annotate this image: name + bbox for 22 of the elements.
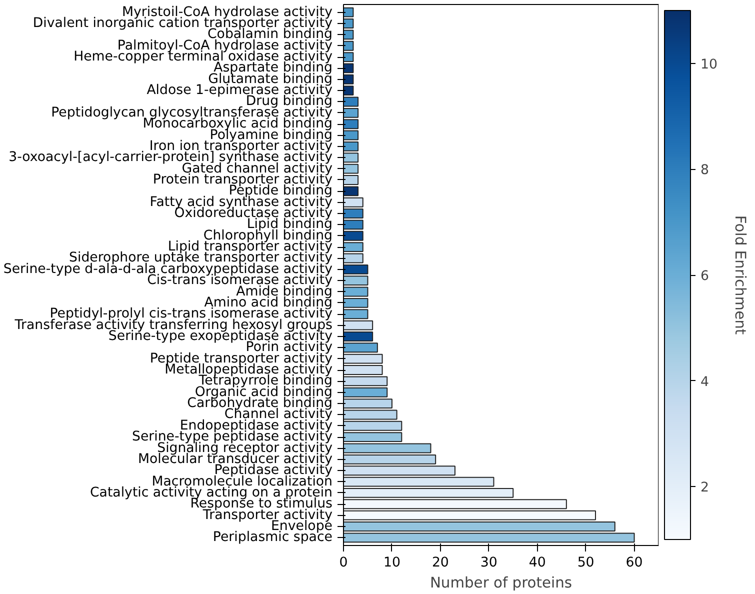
- y-tick-label: Polyamine binding: [210, 128, 333, 143]
- color-bar-title: Fold Enrichment: [732, 215, 748, 335]
- y-tick-label: Aspartate binding: [214, 60, 332, 76]
- x-tick-label: 40: [528, 556, 546, 570]
- x-tick-label: 10: [383, 556, 400, 570]
- y-tick-label: Carbohydrate binding: [187, 396, 333, 412]
- x-tick-label: 60: [626, 556, 643, 570]
- x-tick-label: 20: [432, 556, 449, 570]
- y-tick-label: Metallopeptidase activity: [164, 362, 333, 378]
- color-bar-label: 8: [700, 163, 709, 178]
- y-tick-label: Palmitoyl-CoA hydrolase activity: [117, 38, 333, 54]
- y-tick-label: Serine-type peptidase activity: [132, 430, 333, 445]
- x-tick-label: 0: [339, 556, 348, 570]
- x-tick-label: 50: [577, 556, 594, 570]
- color-bar-label: 4: [700, 374, 709, 390]
- y-tick-label: 3-oxoacyl-[acyl-carrier-protein] synthase activity: [8, 150, 333, 166]
- color-bar-label: 2: [700, 480, 709, 496]
- color-bar-label: 10: [700, 57, 718, 72]
- x-axis-title: Number of proteins: [430, 574, 572, 592]
- x-tick-label: 30: [480, 556, 498, 570]
- color-bar-label: 6: [700, 269, 709, 284]
- y-tick-label: Serine-type exopeptidase activity: [108, 328, 333, 344]
